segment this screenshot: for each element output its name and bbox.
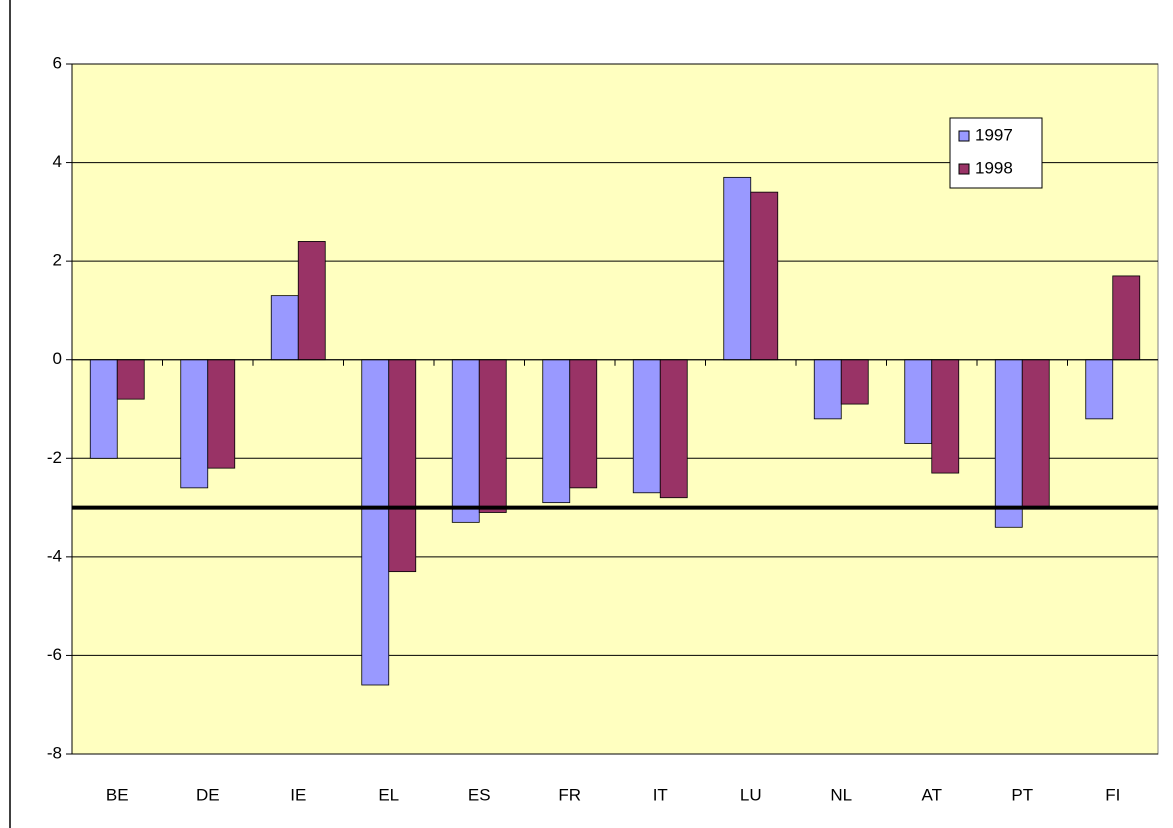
x-tick-label: EL xyxy=(378,785,399,804)
y-tick-label: -4 xyxy=(47,546,62,565)
bar xyxy=(207,359,236,469)
bar xyxy=(659,359,688,499)
bar xyxy=(931,359,960,474)
bar xyxy=(361,359,390,686)
bar xyxy=(632,359,661,494)
x-tick-label: FI xyxy=(1105,785,1120,804)
y-tick-label: -8 xyxy=(47,743,62,762)
legend-swatch xyxy=(958,130,970,142)
x-tick-label: PT xyxy=(1011,785,1033,804)
bar xyxy=(1112,275,1141,361)
y-tick-label: 2 xyxy=(53,251,62,270)
bar xyxy=(180,359,209,489)
bar xyxy=(478,359,507,513)
bar xyxy=(270,295,299,361)
bar xyxy=(1085,359,1114,420)
y-tick-label: -2 xyxy=(47,448,62,467)
bar xyxy=(569,359,598,489)
y-tick-label: -6 xyxy=(47,645,62,664)
bar xyxy=(840,359,869,405)
bar xyxy=(451,359,480,523)
x-tick-label: NL xyxy=(830,785,852,804)
legend-label: 1998 xyxy=(975,158,1013,177)
y-tick-label: 0 xyxy=(53,349,62,368)
bar xyxy=(723,176,752,361)
x-tick-label: IT xyxy=(653,785,668,804)
bar xyxy=(994,359,1023,528)
legend-box xyxy=(949,117,1043,189)
bar xyxy=(297,241,326,361)
x-tick-label: ES xyxy=(468,785,491,804)
x-tick-label: BE xyxy=(106,785,129,804)
bar xyxy=(813,359,842,420)
bar xyxy=(904,359,933,444)
x-tick-label: DE xyxy=(196,785,220,804)
x-tick-label: IE xyxy=(290,785,306,804)
bar xyxy=(542,359,571,504)
bar xyxy=(116,359,145,400)
x-tick-label: LU xyxy=(740,785,762,804)
bar xyxy=(1021,359,1050,508)
y-tick-label: 4 xyxy=(53,152,62,171)
bar xyxy=(89,359,118,459)
x-tick-label: AT xyxy=(922,785,942,804)
bar xyxy=(388,359,417,573)
legend-swatch xyxy=(958,163,970,175)
x-tick-label: FR xyxy=(558,785,581,804)
bar xyxy=(750,191,779,361)
y-tick-label: 6 xyxy=(53,53,62,72)
legend-label: 1997 xyxy=(975,125,1013,144)
